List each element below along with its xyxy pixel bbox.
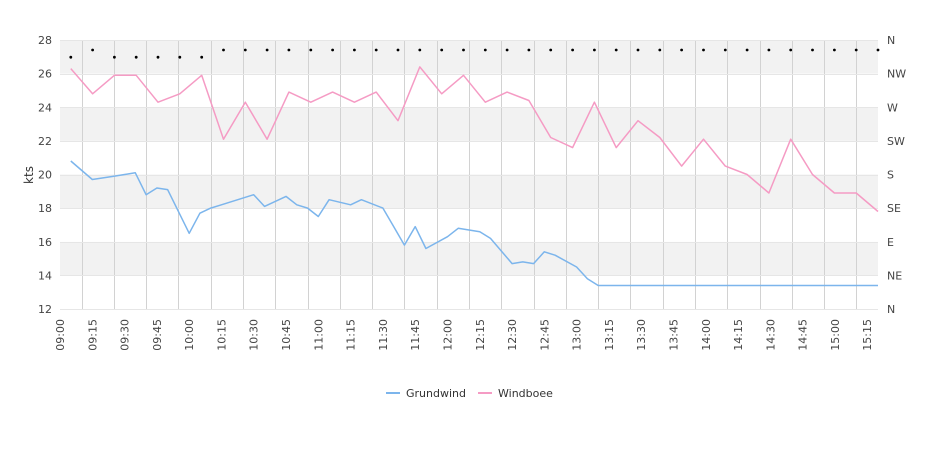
x-tick-label: 14:45: [797, 319, 810, 351]
direction-marker: [876, 48, 880, 52]
direction-marker: [396, 48, 400, 52]
legend: Grundwind Windboee: [386, 387, 553, 400]
direction-marker: [571, 48, 574, 52]
x-tick-label: 09:30: [119, 319, 132, 351]
x-tick-label: 15:00: [829, 319, 842, 351]
direction-marker: [680, 48, 683, 52]
direction-marker: [505, 48, 509, 52]
x-tick-label: 15:15: [861, 319, 874, 351]
direction-marker: [854, 48, 858, 52]
y-tick-label: 12: [38, 303, 52, 316]
direction-marker: [745, 48, 749, 52]
direction-marker: [811, 48, 814, 52]
direction-marker: [418, 48, 422, 52]
x-tick-label: 10:45: [280, 319, 293, 351]
y-tick-label: 28: [38, 34, 52, 47]
x-tick-label: 11:45: [409, 319, 422, 351]
vertical-gridlines: [82, 40, 857, 309]
direction-marker: [374, 48, 378, 52]
right-tick-label: SW: [887, 135, 905, 148]
x-tick-label: 14:30: [764, 319, 777, 351]
direction-marker: [723, 48, 727, 52]
direction-marker: [789, 48, 793, 52]
direction-marker: [222, 48, 225, 52]
direction-marker: [593, 48, 596, 52]
direction-marker: [156, 55, 160, 59]
direction-marker: [200, 55, 204, 59]
x-tick-label: 10:15: [215, 319, 228, 351]
x-tick-label: 13:15: [603, 319, 616, 351]
x-tick-label: 12:45: [538, 319, 551, 351]
direction-marker: [549, 48, 553, 52]
right-tick-label: W: [887, 101, 898, 114]
y-tick-label: 20: [38, 169, 52, 182]
right-tick-label: N: [887, 303, 895, 316]
series-lines: [70, 66, 879, 287]
y-axis-title: kts: [22, 166, 36, 184]
direction-marker: [178, 55, 182, 59]
x-tick-label: 13:30: [635, 319, 648, 351]
series-line-grundwind: [70, 160, 878, 287]
x-tick-label: 13:45: [668, 319, 681, 351]
left-axis: 12 14 16 18 20 22 24 26 28: [38, 34, 52, 316]
direction-marker: [614, 48, 618, 52]
right-tick-label: N: [887, 34, 895, 47]
legend-label: Grundwind: [406, 387, 466, 400]
direction-marker: [440, 48, 444, 52]
x-tick-label: 11:00: [312, 319, 325, 351]
y-tick-label: 26: [38, 68, 52, 81]
direction-marker: [833, 48, 836, 52]
x-tick-label: 11:15: [345, 319, 358, 351]
x-tick-label: 09:15: [86, 319, 99, 351]
series-line-windboee: [70, 66, 879, 213]
x-tick-label: 12:15: [474, 319, 487, 351]
right-tick-label: NW: [887, 68, 906, 81]
horizontal-gridlines: [60, 40, 878, 310]
x-tick-label: 10:30: [248, 319, 261, 351]
x-tick-label: 09:00: [54, 319, 67, 351]
direction-markers: [69, 48, 880, 59]
direction-marker: [331, 48, 334, 52]
x-tick-label: 14:00: [700, 319, 713, 351]
direction-marker: [658, 48, 662, 52]
x-tick-label: 12:00: [442, 319, 455, 351]
legend-item[interactable]: Grundwind: [386, 387, 466, 400]
x-tick-label: 10:00: [183, 319, 196, 351]
x-axis: 09:00 09:15 09:30 09:45 10:00 10:15 10:30 10:45…: [54, 319, 874, 351]
x-tick-label: 12:30: [506, 319, 519, 351]
direction-marker: [69, 55, 73, 59]
direction-marker: [91, 48, 94, 52]
y-tick-label: 18: [38, 202, 52, 215]
direction-marker: [113, 55, 116, 59]
right-tick-label: E: [887, 236, 894, 249]
legend-item[interactable]: Windboee: [478, 387, 553, 400]
direction-marker: [702, 48, 705, 52]
x-tick-label: 09:45: [151, 319, 164, 351]
right-tick-label: S: [887, 169, 894, 182]
x-tick-label: 11:30: [377, 319, 390, 351]
right-axis: N NE E SE S SW W NW N: [887, 34, 906, 316]
direction-marker: [265, 48, 269, 52]
direction-marker: [527, 48, 531, 52]
direction-marker: [243, 48, 247, 52]
right-tick-label: SE: [887, 202, 901, 215]
x-tick-label: 13:00: [571, 319, 584, 351]
y-tick-label: 24: [38, 101, 52, 114]
direction-marker: [287, 48, 291, 52]
direction-marker: [483, 48, 487, 52]
direction-marker: [309, 48, 313, 52]
y-tick-label: 22: [38, 135, 52, 148]
direction-marker: [767, 48, 771, 52]
x-tick-label: 14:15: [732, 319, 745, 351]
y-tick-label: 14: [38, 269, 52, 282]
direction-marker: [353, 48, 356, 52]
y-tick-label: 16: [38, 236, 52, 249]
legend-label: Windboee: [498, 387, 553, 400]
right-tick-label: NE: [887, 269, 902, 282]
direction-marker: [134, 55, 138, 59]
direction-marker: [636, 48, 640, 52]
direction-marker: [462, 48, 465, 52]
